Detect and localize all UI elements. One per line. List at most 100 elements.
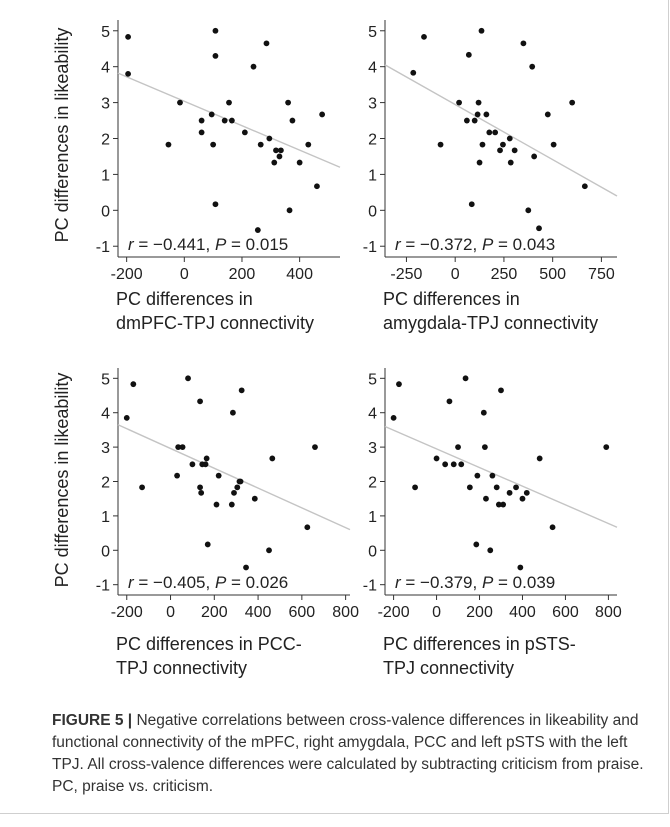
data-point (390, 414, 397, 421)
x-tick-label: 0 (180, 266, 189, 283)
correlation-annotation: r = −0.379, P = 0.039 (395, 573, 555, 592)
y-tick-label: 5 (368, 24, 377, 41)
data-point (289, 117, 296, 124)
data-point (506, 489, 513, 496)
y-tick-label: 0 (101, 203, 110, 220)
x-axis-label-line: PC differences in (116, 289, 253, 309)
x-tick-label: 750 (588, 266, 615, 283)
y-tick-label: 2 (101, 475, 110, 492)
x-tick-label: 400 (245, 604, 272, 621)
y-tick-label: 3 (101, 96, 110, 113)
data-point (433, 455, 440, 462)
data-point (234, 484, 241, 491)
data-point (442, 461, 449, 468)
p-symbol: P (215, 573, 227, 592)
data-point (198, 129, 205, 136)
data-point (277, 147, 284, 154)
data-point (125, 70, 131, 77)
data-point (231, 489, 237, 496)
caption-label: FIGURE 5 | (52, 712, 133, 729)
scatter-panel-1: -1 0 1 2 3 4 5 -200 0 200 400 r = −0.441, P = 0.015… (52, 20, 341, 333)
data-point (273, 147, 279, 154)
data-point (208, 111, 215, 118)
p-symbol: P (215, 235, 227, 254)
p-symbol: P (482, 235, 494, 254)
r-value: = −0.441, (134, 235, 215, 254)
y-tick-label: 4 (368, 60, 377, 77)
data-point (520, 40, 527, 47)
correlation-annotation: r = −0.405, P = 0.026 (128, 573, 288, 592)
x-tick-label: 200 (466, 604, 493, 621)
r-value: = −0.372, (401, 235, 482, 254)
data-point (266, 547, 272, 554)
data-point (185, 375, 191, 382)
y-tick-label: 2 (368, 132, 377, 149)
data-point (412, 484, 418, 491)
caption-text: Negative correlations between cross-vale… (52, 712, 644, 795)
data-point (465, 51, 472, 58)
x-axis-label-line: TPJ connectivity (383, 658, 514, 678)
data-point (478, 27, 485, 34)
r-symbol: r (128, 235, 135, 254)
data-point (204, 541, 211, 548)
data-point (473, 541, 480, 548)
data-point (511, 147, 518, 154)
data-point (312, 444, 318, 451)
y-tick-label: 1 (101, 167, 110, 184)
data-point (486, 129, 493, 136)
x-tick-label: 0 (432, 604, 441, 621)
data-point (603, 444, 610, 451)
data-point (123, 414, 130, 421)
data-point (203, 455, 210, 462)
data-point (495, 501, 502, 508)
x-tick-label: -200 (378, 604, 410, 621)
data-point (314, 183, 320, 190)
x-axis-label-line: TPJ connectivity (116, 658, 247, 678)
data-point (197, 484, 203, 491)
y-tick-label: 0 (101, 543, 110, 560)
data-point (483, 111, 490, 118)
data-point (458, 461, 465, 468)
data-point (483, 495, 489, 502)
y-tick-label: -1 (96, 578, 110, 595)
data-point (463, 117, 470, 124)
data-point (421, 33, 427, 40)
x-tick-label: 200 (201, 604, 228, 621)
data-point (581, 183, 588, 190)
y-tick-label: 0 (368, 203, 377, 220)
r-symbol: r (395, 573, 402, 592)
data-point (468, 201, 475, 208)
x-tick-label: 800 (332, 604, 359, 621)
data-point (286, 207, 293, 214)
x-tick-label: -250 (390, 266, 422, 283)
data-point (523, 489, 530, 496)
x-tick-label: 0 (166, 604, 175, 621)
y-tick-label: 3 (368, 96, 377, 113)
r-value: = −0.379, (401, 573, 482, 592)
y-tick-label: 3 (101, 440, 110, 457)
x-tick-label: -200 (111, 266, 143, 283)
data-point (437, 141, 444, 148)
x-tick-label: -200 (111, 604, 143, 621)
x-tick-label: 400 (286, 266, 313, 283)
data-point (396, 381, 402, 388)
data-point (238, 387, 245, 394)
y-tick-label: 5 (101, 371, 110, 388)
x-axis-label-line: amygdala-TPJ connectivity (383, 313, 598, 333)
x-axis-label-line: PC differences in PCC- (116, 634, 302, 654)
data-point (544, 111, 551, 118)
y-tick-label: 0 (368, 543, 377, 560)
data-point (263, 40, 270, 47)
data-point (202, 461, 209, 468)
data-point (197, 398, 203, 405)
y-tick-label: 1 (101, 509, 110, 526)
x-tick-label: 600 (552, 604, 579, 621)
data-point (212, 27, 219, 34)
y-axis-label: PC differences in likeability (52, 373, 72, 588)
data-point (517, 564, 524, 571)
data-point (296, 159, 303, 166)
data-point (213, 501, 220, 508)
r-symbol: r (128, 573, 135, 592)
scatter-panel-4: -1 0 1 2 3 4 5 -200 0 200 400 600 800 r = −0.379, P =… (363, 368, 622, 678)
x-tick-label: 500 (539, 266, 566, 283)
